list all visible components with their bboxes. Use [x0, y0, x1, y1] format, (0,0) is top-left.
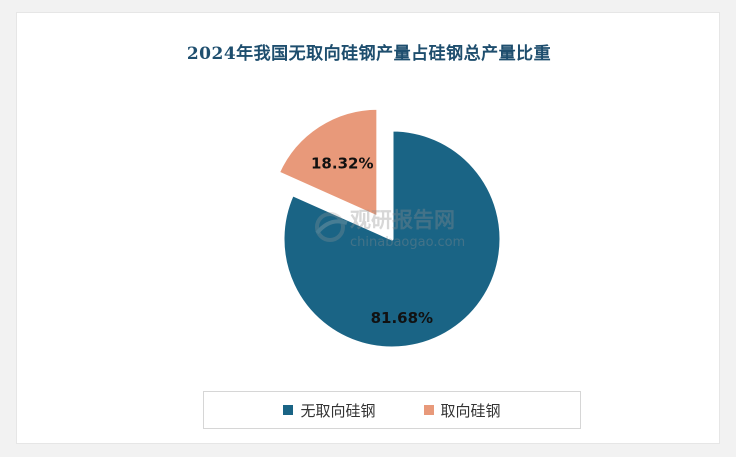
- watermark-url: chinabaogao.com: [350, 235, 465, 250]
- pie-slice-0: [281, 128, 503, 350]
- watermark-brand: 观研报告网: [350, 208, 455, 232]
- pie-slice-label-1: 18.32%: [311, 154, 373, 172]
- legend-label-non-oriented: 无取向硅钢: [300, 401, 376, 420]
- slices-layer: [276, 106, 503, 350]
- legend-swatch-non-oriented: [283, 405, 294, 415]
- chart-card: 2024年我国无取向硅钢产量占硅钢总产量比重 81.68% 18.32% 观研报告…: [16, 12, 720, 444]
- legend: 无取向硅钢 取向硅钢: [203, 391, 581, 429]
- legend-label-oriented: 取向硅钢: [440, 401, 501, 420]
- watermark-logo-swoosh: [315, 219, 348, 235]
- pie-slice-1: [276, 106, 380, 219]
- watermark-logo: [315, 212, 348, 242]
- chart-title: 2024年我国无取向硅钢产量占硅钢总产量比重: [186, 44, 552, 64]
- legend-swatch-oriented: [423, 405, 434, 415]
- pie-slice-label-0: 81.68%: [371, 309, 433, 327]
- legend-item-non-oriented: 无取向硅钢: [283, 400, 376, 421]
- labels-layer: 81.68% 18.32%: [311, 154, 433, 327]
- watermark-logo-circle: [315, 212, 345, 242]
- legend-item-oriented: 取向硅钢: [423, 400, 501, 421]
- pie-chart: 81.68% 18.32% 观研报告网 chinabaogao.com: [257, 99, 519, 350]
